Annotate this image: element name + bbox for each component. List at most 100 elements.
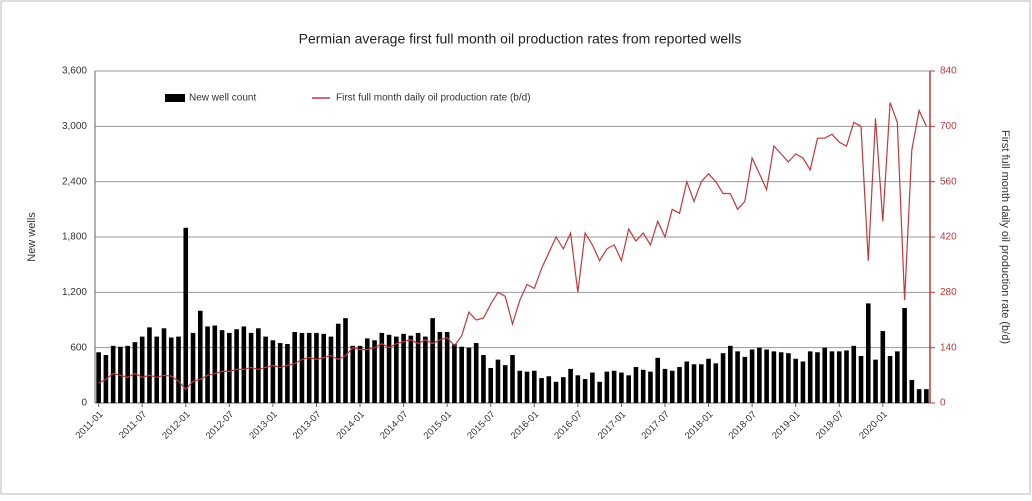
bar <box>437 331 443 403</box>
bar <box>110 345 116 403</box>
bar <box>168 337 174 403</box>
bar <box>139 336 145 403</box>
y-tick-label: 3,000 <box>62 121 87 132</box>
y-tick-label: 0 <box>81 398 87 409</box>
bar <box>394 336 399 403</box>
bar <box>662 368 668 403</box>
bar <box>270 340 276 403</box>
bar <box>488 367 494 403</box>
bar <box>415 332 421 403</box>
bar <box>924 389 929 403</box>
bar <box>902 308 907 403</box>
bar <box>459 346 464 403</box>
bar <box>800 361 806 403</box>
y-tick-label: 1,200 <box>62 287 87 298</box>
bar <box>539 378 544 403</box>
bar <box>350 345 356 403</box>
bar <box>880 331 886 403</box>
bar <box>430 318 435 403</box>
bar <box>401 333 406 403</box>
bar <box>531 370 537 403</box>
bar <box>786 353 791 403</box>
y-axis-title: New wells <box>26 212 38 262</box>
bar <box>372 340 377 403</box>
legend-label: First full month daily oil production ra… <box>336 93 531 104</box>
bar <box>473 343 479 403</box>
bar <box>357 345 363 403</box>
bar <box>125 345 130 403</box>
bar <box>677 367 682 403</box>
bar <box>343 318 348 403</box>
bar <box>851 345 857 403</box>
y2-tick-label: 420 <box>940 232 957 243</box>
chart-title: Permian average first full month oil pro… <box>299 31 742 47</box>
bar <box>895 351 900 403</box>
bar <box>321 333 327 403</box>
bar <box>749 349 755 403</box>
bar <box>815 352 820 403</box>
bar <box>735 351 740 403</box>
bar <box>669 370 675 403</box>
bar <box>720 353 726 403</box>
y-tick-label: 600 <box>70 342 87 353</box>
bar <box>764 349 769 403</box>
bar <box>444 331 450 403</box>
bar <box>807 351 813 403</box>
bar <box>626 375 631 403</box>
bar <box>408 335 414 403</box>
bar <box>510 355 515 403</box>
bar <box>176 336 181 403</box>
bar <box>822 347 828 403</box>
bar <box>466 347 472 403</box>
bar <box>640 369 646 403</box>
legend-label: New well count <box>189 93 256 104</box>
bar <box>219 330 225 403</box>
legend-swatch <box>165 94 185 102</box>
bar <box>865 303 871 403</box>
y2-tick-label: 0 <box>940 398 946 409</box>
bar <box>517 370 523 403</box>
bar <box>597 381 602 403</box>
bar <box>154 336 160 403</box>
bar <box>873 359 878 403</box>
bar <box>604 371 610 403</box>
y2-tick-label: 840 <box>940 66 957 77</box>
bar <box>205 326 210 403</box>
bar <box>648 371 653 403</box>
bar <box>299 332 305 403</box>
bar <box>844 350 849 403</box>
y2-tick-label: 560 <box>940 176 957 187</box>
bar <box>561 377 566 403</box>
bar <box>698 364 704 403</box>
y2-tick-label: 280 <box>940 287 957 298</box>
bar <box>277 343 283 403</box>
bar <box>713 363 719 403</box>
bar <box>190 332 196 403</box>
bar <box>183 227 189 403</box>
bar <box>502 365 508 403</box>
bar <box>582 379 588 403</box>
bar <box>757 347 762 403</box>
bar <box>212 325 218 403</box>
bar <box>328 336 334 403</box>
bar <box>684 361 690 403</box>
bar <box>887 355 893 403</box>
bar <box>524 371 530 403</box>
bar <box>742 356 748 403</box>
bar <box>836 351 842 403</box>
bar <box>495 359 501 403</box>
bar <box>263 336 268 403</box>
bar <box>147 327 152 403</box>
bar <box>691 364 697 403</box>
bar <box>590 372 595 403</box>
bar <box>575 375 581 403</box>
bar <box>285 343 290 403</box>
y-tick-label: 1,800 <box>62 232 87 243</box>
bar <box>314 332 319 403</box>
bar <box>633 367 639 403</box>
bar <box>568 368 573 403</box>
bar <box>306 332 312 403</box>
bar <box>793 358 798 403</box>
